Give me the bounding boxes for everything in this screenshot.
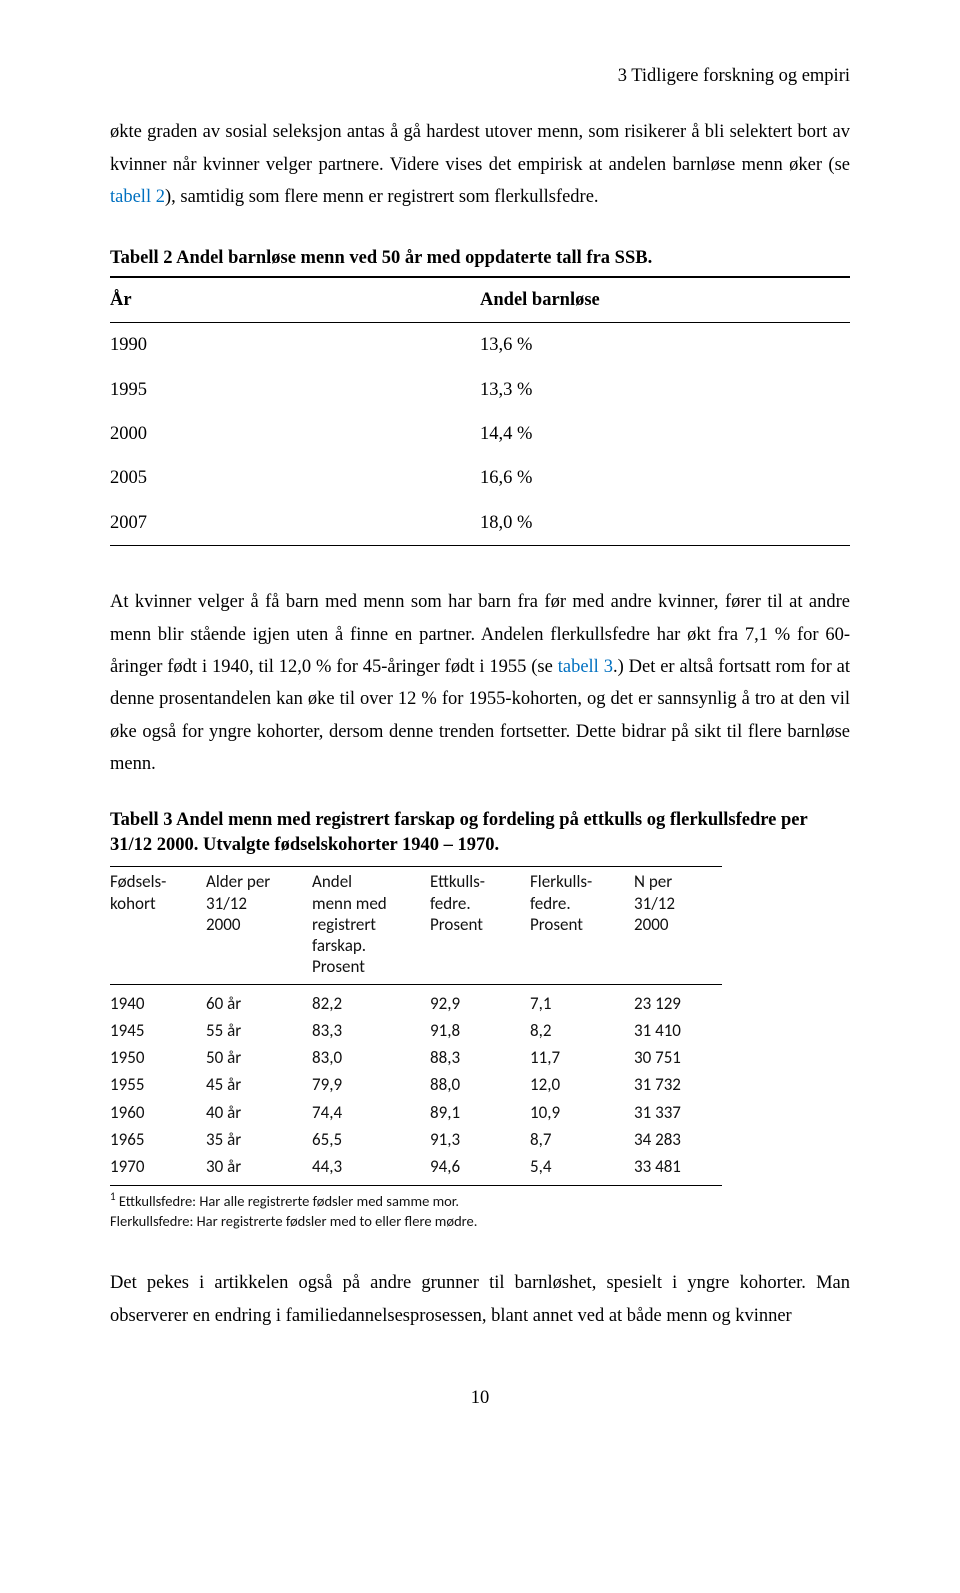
cell: 91,3 (430, 1126, 530, 1153)
cell: 31 337 (634, 1099, 722, 1126)
table-row: 1965 35 år 65,5 91,3 8,7 34 283 (110, 1126, 722, 1153)
table3: Fødsels-kohort Alder per31/122000 Andelm… (110, 866, 722, 1186)
link-tabell-3: tabell 3 (558, 657, 613, 677)
cell: 34 283 (634, 1126, 722, 1153)
table-row: 2000 14,4 % (110, 412, 850, 456)
cell: 74,4 (312, 1099, 430, 1126)
cell: 23 129 (634, 984, 722, 1017)
cell: 83,3 (312, 1017, 430, 1044)
cell: 94,6 (430, 1153, 530, 1186)
table2-caption: Tabell 2 Andel barnløse menn ved 50 år m… (110, 242, 850, 278)
table-row: 1950 50 år 83,0 88,3 11,7 30 751 (110, 1044, 722, 1071)
table-row: 1960 40 år 74,4 89,1 10,9 31 337 (110, 1099, 722, 1126)
cell: 8,7 (530, 1126, 634, 1153)
table-row: 2005 16,6 % (110, 456, 850, 500)
table-row: 1995 13,3 % (110, 368, 850, 412)
table3-header-c3: Andelmenn medregistrertfarskap.Prosent (312, 867, 430, 984)
table3-header-c4: Ettkulls-fedre.Prosent (430, 867, 530, 984)
cell: 30 751 (634, 1044, 722, 1071)
cell-year: 2005 (110, 456, 480, 500)
cell: 79,9 (312, 1071, 430, 1098)
cell: 1965 (110, 1126, 206, 1153)
table3-caption: Tabell 3 Andel menn med registrert farsk… (110, 808, 850, 858)
paragraph-1: økte graden av sosial seleksjon antas å … (110, 116, 850, 213)
cell: 12,0 (530, 1071, 634, 1098)
table-row: 1940 60 år 82,2 92,9 7,1 23 129 (110, 984, 722, 1017)
table-row: 2007 18,0 % (110, 501, 850, 546)
cell: 88,3 (430, 1044, 530, 1071)
footnote-line2: Flerkullsfedre: Har registrerte fødsler … (110, 1212, 477, 1230)
cell: 1950 (110, 1044, 206, 1071)
cell: 31 410 (634, 1017, 722, 1044)
table3-header-c5: Flerkulls-fedre.Prosent (530, 867, 634, 984)
cell: 60 år (206, 984, 312, 1017)
cell: 1970 (110, 1153, 206, 1186)
cell: 33 481 (634, 1153, 722, 1186)
cell: 1940 (110, 984, 206, 1017)
cell-year: 2007 (110, 501, 480, 546)
footnote-line1: Ettkullsfedre: Har alle registrerte føds… (119, 1192, 459, 1210)
cell: 88,0 (430, 1071, 530, 1098)
cell: 44,3 (312, 1153, 430, 1186)
table-row: 1970 30 år 44,3 94,6 5,4 33 481 (110, 1153, 722, 1186)
cell-pct: 13,6 % (480, 323, 850, 368)
cell: 89,1 (430, 1099, 530, 1126)
cell: 50 år (206, 1044, 312, 1071)
paragraph-1-text-a: økte graden av sosial seleksjon antas å … (110, 122, 850, 174)
table3-header-c6: N per31/122000 (634, 867, 722, 984)
table-row: 1990 13,6 % (110, 323, 850, 368)
cell: 11,7 (530, 1044, 634, 1071)
page-number: 10 (110, 1382, 850, 1414)
cell: 5,4 (530, 1153, 634, 1186)
cell: 40 år (206, 1099, 312, 1126)
cell: 35 år (206, 1126, 312, 1153)
cell: 82,2 (312, 984, 430, 1017)
cell-pct: 16,6 % (480, 456, 850, 500)
cell: 1960 (110, 1099, 206, 1126)
cell: 30 år (206, 1153, 312, 1186)
paragraph-1-text-b: ), samtidig som flere menn er registrert… (165, 187, 599, 207)
cell: 92,9 (430, 984, 530, 1017)
cell-year: 1995 (110, 368, 480, 412)
cell-pct: 13,3 % (480, 368, 850, 412)
link-tabell-2: tabell 2 (110, 187, 165, 207)
table-row: 1945 55 år 83,3 91,8 8,2 31 410 (110, 1017, 722, 1044)
cell-year: 1990 (110, 323, 480, 368)
cell: 1955 (110, 1071, 206, 1098)
cell-pct: 14,4 % (480, 412, 850, 456)
cell: 83,0 (312, 1044, 430, 1071)
table2-header-year: År (110, 278, 480, 323)
running-head: 3 Tidligere forskning og empiri (110, 60, 850, 92)
cell: 55 år (206, 1017, 312, 1044)
page: 3 Tidligere forskning og empiri økte gra… (0, 0, 960, 1454)
cell: 1945 (110, 1017, 206, 1044)
table2-header-pct: Andel barnløse (480, 278, 850, 323)
cell: 45 år (206, 1071, 312, 1098)
cell: 31 732 (634, 1071, 722, 1098)
paragraph-2: At kvinner velger å få barn med menn som… (110, 586, 850, 780)
cell: 65,5 (312, 1126, 430, 1153)
paragraph-3: Det pekes i artikkelen også på andre gru… (110, 1267, 850, 1332)
cell-pct: 18,0 % (480, 501, 850, 546)
table-row: 1955 45 år 79,9 88,0 12,0 31 732 (110, 1071, 722, 1098)
cell: 10,9 (530, 1099, 634, 1126)
table3-header-c1: Fødsels-kohort (110, 867, 206, 984)
cell: 7,1 (530, 984, 634, 1017)
cell: 91,8 (430, 1017, 530, 1044)
table3-header-c2: Alder per31/122000 (206, 867, 312, 984)
cell: 8,2 (530, 1017, 634, 1044)
table3-footnote: 1 Ettkullsfedre: Har alle registrerte fø… (110, 1190, 850, 1231)
cell-year: 2000 (110, 412, 480, 456)
table2: År Andel barnløse 1990 13,6 % 1995 13,3 … (110, 278, 850, 546)
